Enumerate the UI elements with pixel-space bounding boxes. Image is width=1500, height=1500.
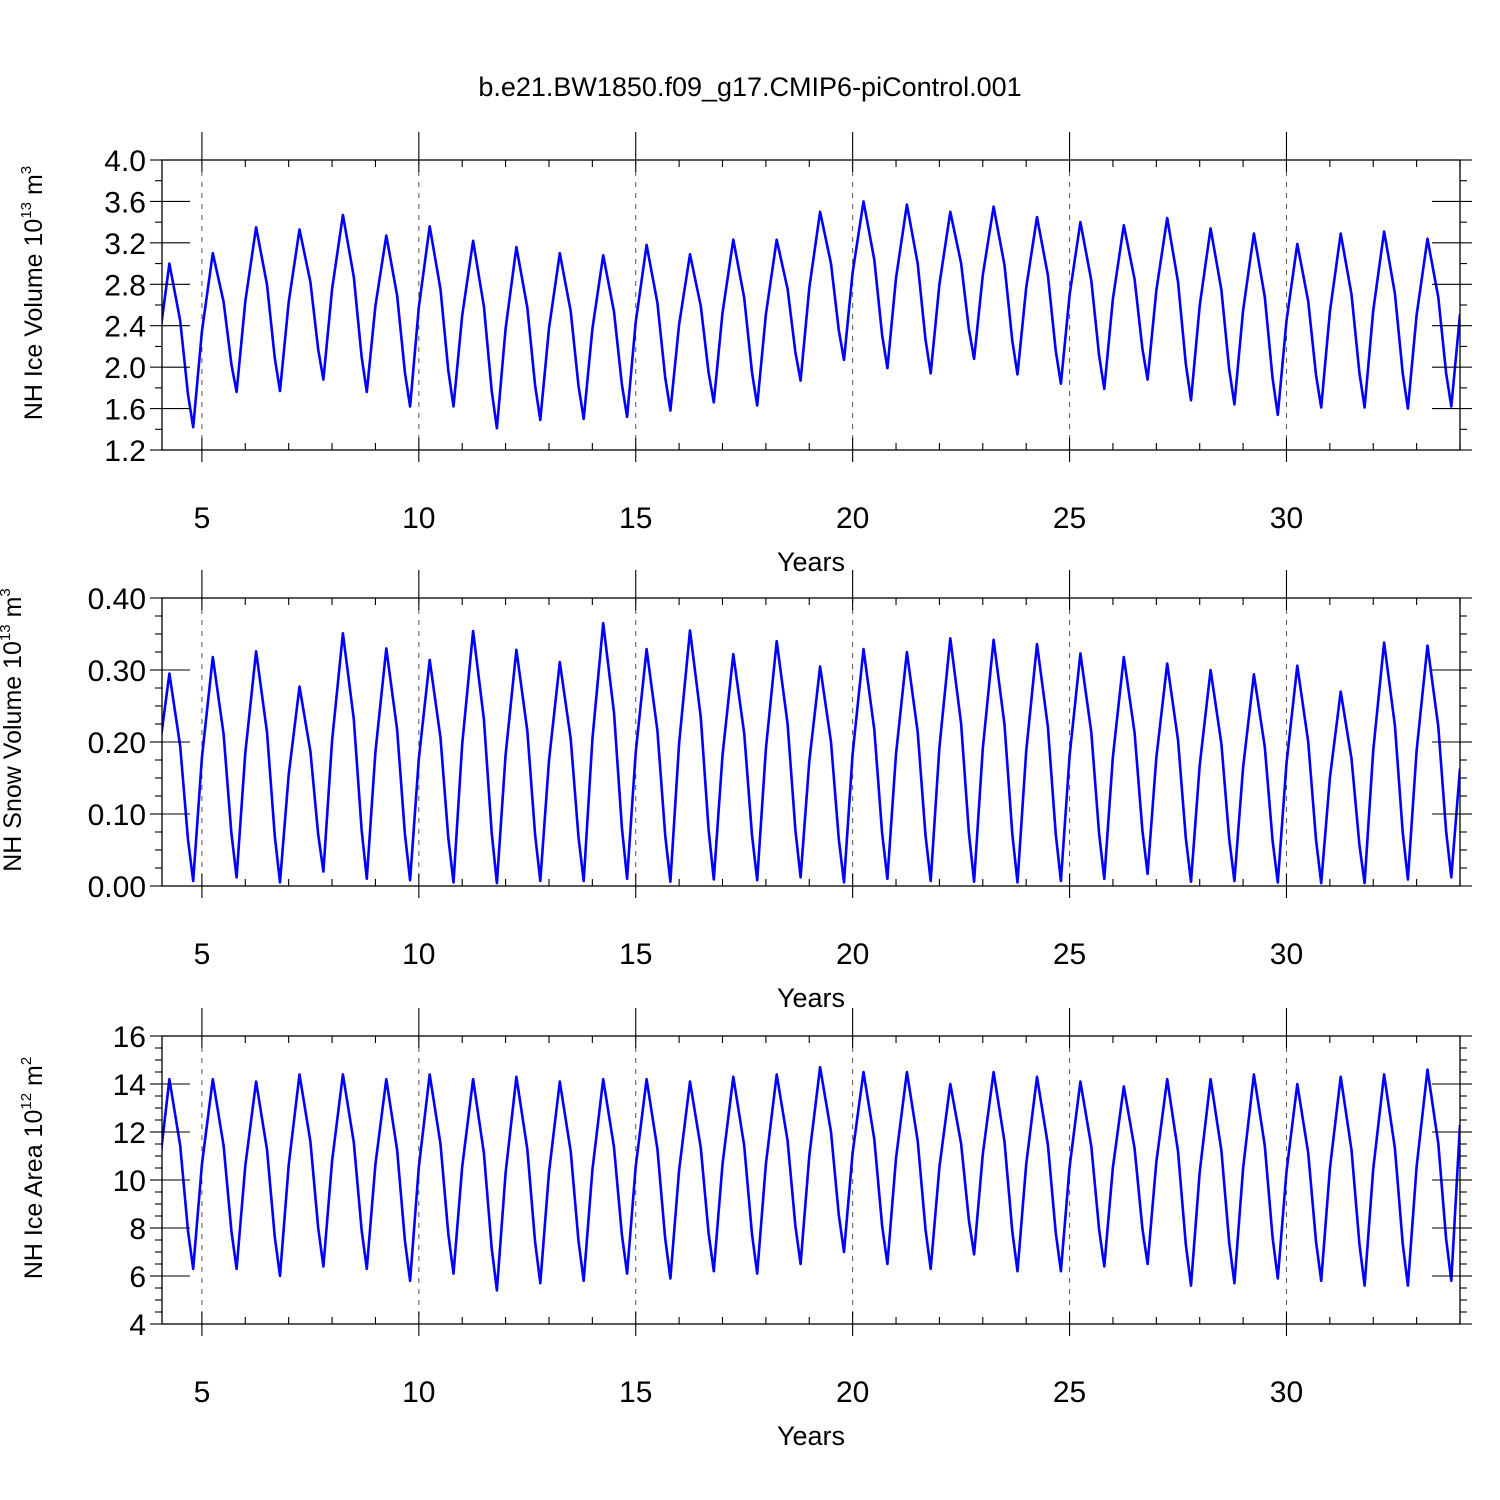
y-axis-label: NH Ice Area 1012 m2 [18, 1057, 48, 1279]
panel-ice-volume: 5 10 15 20 25 30 Years 1.2 1.6 2.0 2.4 2.8 3.2 3.6 4.0… [18, 132, 1472, 577]
y-label-unit: m [20, 174, 48, 202]
y-label-exponent: 13 [18, 202, 35, 219]
y-axis-label: NH Ice Volume 1013 m3 [18, 166, 48, 420]
x-tick-label: 30 [1270, 938, 1303, 971]
y-tick-label: 0.20 [88, 727, 146, 760]
y-label-exponent: 12 [18, 1093, 35, 1110]
x-tick-label: 10 [402, 938, 435, 971]
y-tick-label: 2.0 [104, 352, 146, 385]
y-label-text: NH Ice Volume 10 [20, 219, 48, 421]
y-tick-label: 4.0 [104, 145, 146, 178]
y-tick-label: 4 [129, 1309, 146, 1342]
y-tick-label: 2.4 [104, 311, 146, 344]
y-tick-label: 6 [129, 1261, 146, 1294]
x-tick-label: 10 [402, 1376, 435, 1409]
y-label-unit-exponent: 2 [18, 1057, 35, 1065]
y-tick-label: 3.6 [104, 186, 146, 219]
x-tick-label: 5 [194, 502, 211, 535]
x-tick-label: 20 [836, 1376, 869, 1409]
y-label-exponent: 13 [0, 624, 14, 641]
x-tick-label: 20 [836, 938, 869, 971]
y-tick-label: 14 [113, 1069, 146, 1102]
y-tick-label: 0.40 [88, 583, 146, 616]
y-label-unit-exponent: 3 [0, 588, 14, 596]
y-tick-label: 0.10 [88, 799, 146, 832]
series-line-ice-volume [162, 200, 1460, 430]
x-tick-label: 15 [619, 502, 652, 535]
series-line-snow-volume [162, 621, 1460, 885]
y-tick-label: 0.00 [88, 871, 146, 904]
y-tick-label: 16 [113, 1021, 146, 1054]
x-tick-label: 20 [836, 502, 869, 535]
y-tick-label: 8 [129, 1213, 146, 1246]
x-axis-label: Years [777, 547, 845, 577]
panel-snow-volume: 5 10 15 20 25 30 Years 0.00 0.10 0.20 0.30 0.40 NH S… [0, 570, 1472, 1013]
figure-title: b.e21.BW1850.f09_g17.CMIP6-piControl.001 [478, 72, 1021, 102]
x-tick-label: 5 [194, 938, 211, 971]
x-axis-label: Years [777, 1421, 845, 1451]
y-tick-label: 1.2 [104, 435, 146, 468]
y-tick-label: 0.30 [88, 655, 146, 688]
y-axis-label: NH Snow Volume 1013 m3 [0, 588, 27, 872]
y-label-unit-exponent: 3 [18, 166, 35, 174]
x-tick-label: 30 [1270, 502, 1303, 535]
y-tick-label: 12 [113, 1117, 146, 1150]
x-tick-label: 25 [1053, 502, 1086, 535]
series-line-ice-area [162, 1065, 1460, 1292]
y-label-text: NH Snow Volume 10 [0, 641, 27, 872]
x-tick-label: 15 [619, 938, 652, 971]
x-tick-label: 5 [194, 1376, 211, 1409]
x-tick-label: 25 [1053, 1376, 1086, 1409]
panel-ice-area: 5 10 15 20 25 30 Years 4 6 8 10 12 14 16 NH Ice Area 1… [18, 1008, 1472, 1451]
x-tick-label: 10 [402, 502, 435, 535]
y-tick-label: 10 [113, 1165, 146, 1198]
y-label-text: NH Ice Area 10 [20, 1110, 48, 1280]
x-tick-label: 25 [1053, 938, 1086, 971]
y-tick-label: 2.8 [104, 269, 146, 302]
y-label-unit: m [0, 597, 27, 625]
x-tick-label: 15 [619, 1376, 652, 1409]
x-axis-label: Years [777, 983, 845, 1013]
x-tick-label: 30 [1270, 1376, 1303, 1409]
y-label-unit: m [20, 1065, 48, 1093]
y-tick-label: 1.6 [104, 394, 146, 427]
y-tick-label: 3.2 [104, 228, 146, 261]
